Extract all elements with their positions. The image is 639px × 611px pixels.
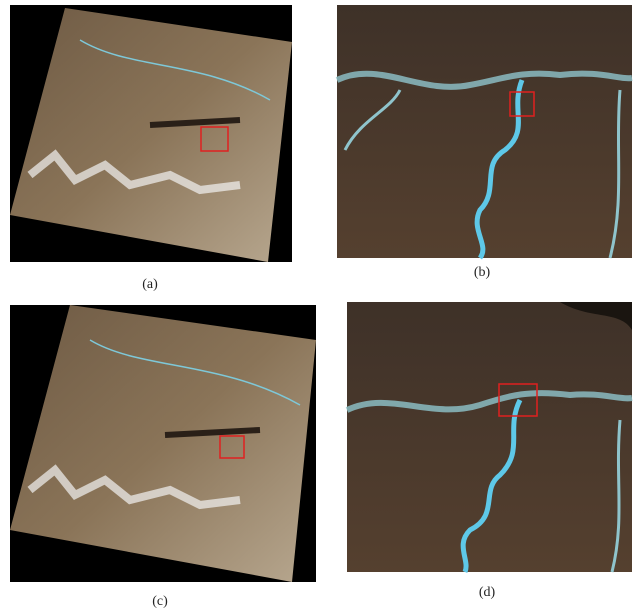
caption: (b) (474, 265, 491, 280)
image-d (347, 302, 632, 572)
figure: (a) (b) (c) (d) (0, 0, 639, 611)
caption: (c) (152, 594, 168, 609)
caption: (d) (479, 585, 496, 600)
image-a (10, 5, 292, 262)
image-c (10, 305, 316, 582)
image-b (337, 5, 632, 258)
caption: (a) (142, 277, 158, 292)
